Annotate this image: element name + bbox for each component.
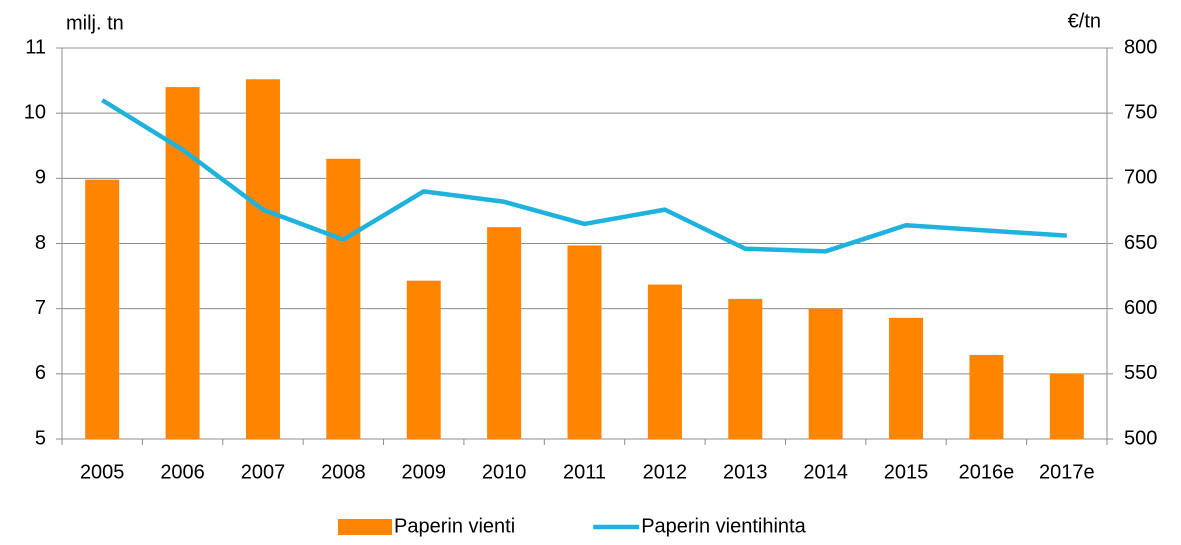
x-tick-label: 2016e [959, 461, 1015, 483]
bar [969, 354, 1004, 439]
x-tick-label: 2015 [884, 461, 929, 483]
x-tick-label: 2005 [80, 461, 125, 483]
y2-tick-label: 650 [1124, 232, 1157, 254]
bar [326, 158, 361, 440]
bar [165, 87, 200, 439]
bar [647, 284, 682, 439]
legend-label: Paperin vientihinta [641, 515, 806, 537]
bar [567, 245, 602, 439]
x-tick-label: 2009 [401, 461, 446, 483]
x-tick-label: 2012 [643, 461, 688, 483]
y2-tick-label: 500 [1124, 427, 1157, 449]
y-axis-label: milj. tn [66, 12, 124, 34]
x-tick-label: 2010 [482, 461, 527, 483]
y2-tick-label: 800 [1124, 36, 1157, 58]
bar [808, 308, 843, 439]
bar [406, 280, 441, 439]
x-tick-label: 2011 [563, 461, 606, 483]
line [101, 98, 1067, 254]
x-tick-label: 2007 [241, 461, 286, 483]
y2-tick-label: 600 [1124, 297, 1157, 319]
x-tick-label: 2014 [803, 461, 848, 483]
y-tick-label: 8 [35, 232, 46, 254]
y-tick-label: 9 [35, 167, 46, 189]
y2-tick-label: 700 [1124, 167, 1157, 189]
y2-tick-label: 750 [1124, 101, 1157, 123]
bar [728, 298, 763, 439]
x-tick-label: 2008 [321, 461, 366, 483]
y-tick-label: 6 [35, 362, 46, 384]
y-tick-label: 5 [35, 427, 46, 449]
bar [1049, 373, 1084, 439]
bar [889, 317, 924, 439]
y2-axis-label: €/tn [1068, 10, 1101, 32]
legend-swatch [338, 519, 392, 535]
legend-label: Paperin vienti [394, 515, 515, 537]
y2-tick-label: 550 [1124, 362, 1157, 384]
x-tick-label: 2013 [723, 461, 768, 483]
y-tick-label: 11 [25, 36, 46, 58]
bar [245, 79, 280, 439]
bar [487, 227, 522, 439]
y-tick-label: 7 [35, 297, 46, 319]
x-tick-label: 2017e [1039, 461, 1095, 483]
bar [85, 179, 120, 440]
y-tick-label: 10 [24, 101, 46, 123]
x-tick-label: 2006 [160, 461, 205, 483]
